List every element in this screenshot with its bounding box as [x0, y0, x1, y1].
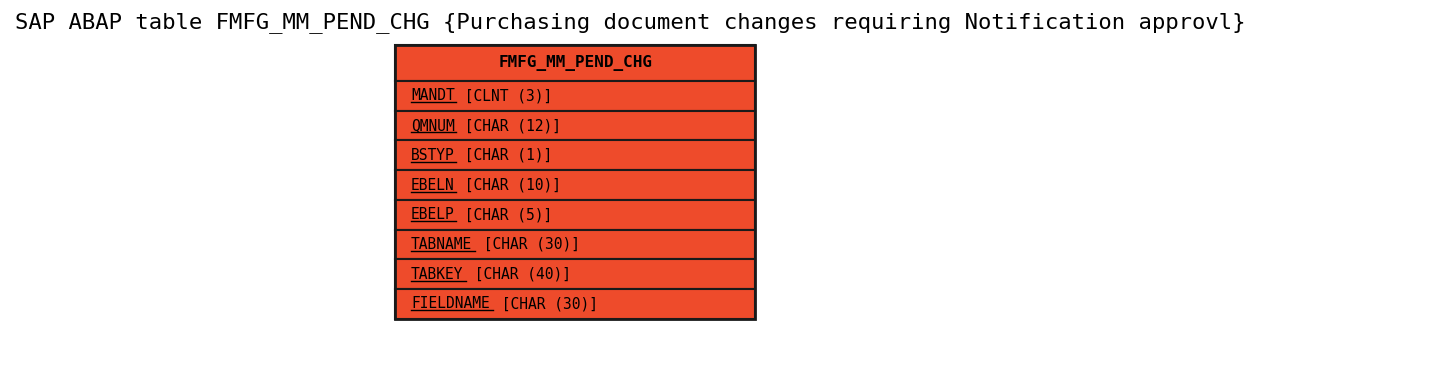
Text: [CHAR (30)]: [CHAR (30)]: [475, 237, 580, 252]
Text: FIELDNAME: FIELDNAME: [411, 296, 490, 311]
FancyBboxPatch shape: [395, 45, 756, 81]
Text: [CHAR (30)]: [CHAR (30)]: [493, 296, 597, 311]
FancyBboxPatch shape: [395, 230, 756, 259]
Text: [CHAR (12)]: [CHAR (12)]: [456, 118, 561, 133]
Text: TABKEY: TABKEY: [411, 267, 464, 282]
Text: SAP ABAP table FMFG_MM_PEND_CHG {Purchasing document changes requiring Notificat: SAP ABAP table FMFG_MM_PEND_CHG {Purchas…: [15, 12, 1245, 33]
FancyBboxPatch shape: [395, 81, 756, 111]
Text: TABNAME: TABNAME: [411, 237, 472, 252]
FancyBboxPatch shape: [395, 289, 756, 319]
FancyBboxPatch shape: [395, 111, 756, 141]
Text: BSTYP: BSTYP: [411, 148, 455, 163]
Text: [CHAR (1)]: [CHAR (1)]: [456, 148, 552, 163]
Text: EBELN: EBELN: [411, 177, 455, 192]
Text: [CHAR (40)]: [CHAR (40)]: [465, 267, 571, 282]
Text: FMFG_MM_PEND_CHG: FMFG_MM_PEND_CHG: [498, 55, 652, 71]
FancyBboxPatch shape: [395, 200, 756, 230]
FancyBboxPatch shape: [395, 170, 756, 200]
Text: EBELP: EBELP: [411, 207, 455, 222]
Text: [CLNT (3)]: [CLNT (3)]: [456, 88, 552, 103]
FancyBboxPatch shape: [395, 141, 756, 170]
Text: [CHAR (5)]: [CHAR (5)]: [456, 207, 552, 222]
FancyBboxPatch shape: [395, 259, 756, 289]
Text: QMNUM: QMNUM: [411, 118, 455, 133]
Text: [CHAR (10)]: [CHAR (10)]: [456, 177, 561, 192]
Text: MANDT: MANDT: [411, 88, 455, 103]
